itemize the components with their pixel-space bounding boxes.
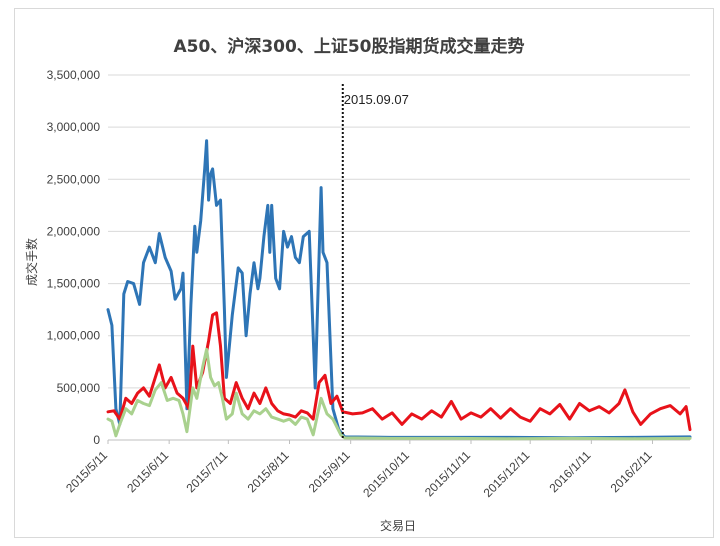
y-tick-label: 500,000 [57,381,101,395]
x-tick-label: 2015/7/11 [183,448,230,495]
x-tick-label: 2015/6/11 [124,448,171,495]
y-tick-label: 0 [93,433,100,447]
y-tick-label: 1,000,000 [47,329,101,343]
event-date-label: 2015.09.07 [344,92,409,107]
chart-frame [14,8,714,538]
series-group [106,139,692,441]
series-line [106,311,692,432]
series-line [106,347,692,441]
series-line [106,139,692,440]
y-tick-label: 2,500,000 [47,172,101,186]
x-tick-label: 2015/8/11 [245,448,292,495]
x-axis-ticks: 2015/5/11 2015/6/11 2015/7/11 2015/8/11 2015… [63,440,655,500]
y-tick-label: 2,000,000 [47,224,101,238]
x-tick-label: 2015/10/11 [360,448,412,500]
x-axis-label: 交易日 [380,518,416,533]
y-tick-label: 1,500,000 [47,277,101,291]
y-axis-label: 成交手数 [24,238,39,286]
x-tick-label: 2016/2/11 [608,448,655,495]
gridlines [108,74,690,441]
x-tick-label: 2015/11/11 [422,448,473,499]
y-axis-ticks: 3,500,000 3,000,000 2,500,000 2,000,000 1,50… [47,68,101,447]
x-tick-label: 2015/5/11 [63,448,110,495]
x-tick-label: 2015/9/11 [306,448,353,495]
chart-title: A50、沪深300、上证50股指期货成交量走势 [174,36,525,57]
y-tick-label: 3,500,000 [47,68,101,82]
annotation-group: 2015.09.07 [341,84,409,440]
x-tick-label: 2015/12/11 [481,448,533,500]
x-tick-label: 2016/1/11 [546,448,593,495]
y-tick-label: 3,000,000 [47,120,101,134]
